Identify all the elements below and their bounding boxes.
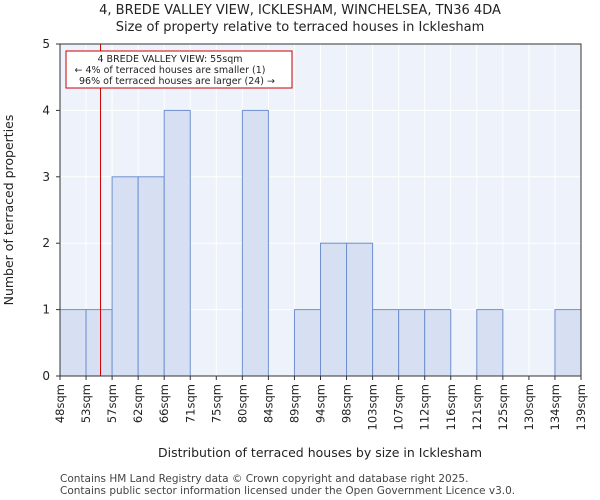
bar xyxy=(59,309,87,377)
bar xyxy=(476,309,504,377)
y-tick-label: 1 xyxy=(42,303,50,317)
bar xyxy=(241,109,269,377)
bar xyxy=(137,176,165,377)
x-tick-label: 84sqm xyxy=(261,384,275,423)
y-axis-ticks: 0 1 2 3 4 5 xyxy=(42,37,60,383)
y-tick-label: 5 xyxy=(42,37,50,51)
x-tick-label: 112sqm xyxy=(418,384,432,430)
bars xyxy=(59,109,582,377)
footer-line-1: Contains HM Land Registry data © Crown c… xyxy=(60,473,469,485)
x-tick-label: 107sqm xyxy=(392,384,406,430)
bar xyxy=(85,309,113,377)
x-tick-label: 98sqm xyxy=(340,384,354,423)
x-tick-label: 48sqm xyxy=(53,384,67,423)
footer-line-2: Contains public sector information licen… xyxy=(60,485,516,497)
bar xyxy=(346,242,374,377)
annotation-line-1: 4 BREDE VALLEY VIEW: 55sqm xyxy=(97,54,242,65)
x-tick-label: 121sqm xyxy=(470,384,484,430)
y-tick-label: 4 xyxy=(42,103,50,117)
chart-subtitle: Size of property relative to terraced ho… xyxy=(115,20,485,35)
x-tick-label: 62sqm xyxy=(131,384,145,423)
x-tick-label: 53sqm xyxy=(79,384,93,423)
x-axis-label: Distribution of terraced houses by size … xyxy=(158,445,482,460)
bar xyxy=(372,309,400,377)
bar xyxy=(398,309,426,377)
x-tick-label: 130sqm xyxy=(522,384,536,430)
x-tick-label: 134sqm xyxy=(548,384,562,430)
x-tick-label: 103sqm xyxy=(366,384,380,430)
x-axis-ticks: 48sqm 53sqm 57sqm 62sqm 66sqm 71sqm 75sqm 80sqm… xyxy=(53,376,588,430)
x-tick-label: 75sqm xyxy=(209,384,223,423)
bar xyxy=(111,176,139,377)
annotation-line-3: 96% of terraced houses are larger (24) → xyxy=(79,76,275,87)
bar xyxy=(554,309,582,377)
histogram-chart: 0 1 2 3 4 5 48sqm 53sqm 57sqm 62sqm 66sqm 71sqm 75s… xyxy=(1,37,588,460)
x-tick-label: 116sqm xyxy=(444,384,458,430)
bar xyxy=(163,109,191,377)
chart-title: 4, BREDE VALLEY VIEW, ICKLESHAM, WINCHEL… xyxy=(99,3,501,18)
x-tick-label: 89sqm xyxy=(287,384,301,423)
x-tick-label: 66sqm xyxy=(157,384,171,423)
x-tick-label: 57sqm xyxy=(105,384,119,423)
x-tick-label: 125sqm xyxy=(496,384,510,430)
bar xyxy=(424,309,452,377)
y-tick-label: 2 xyxy=(42,236,50,250)
x-tick-label: 71sqm xyxy=(183,384,197,423)
x-tick-label: 139sqm xyxy=(574,384,588,430)
y-tick-label: 0 xyxy=(42,369,50,383)
bar xyxy=(320,242,348,377)
y-axis-label: Number of terraced properties xyxy=(1,115,16,306)
annotation-line-2: ← 4% of terraced houses are smaller (1) xyxy=(75,65,266,76)
annotation-box: 4 BREDE VALLEY VIEW: 55sqm ← 4% of terra… xyxy=(65,50,293,89)
bar xyxy=(293,309,322,377)
x-tick-label: 80sqm xyxy=(235,384,249,423)
y-tick-label: 3 xyxy=(42,170,50,184)
x-tick-label: 94sqm xyxy=(314,384,328,423)
